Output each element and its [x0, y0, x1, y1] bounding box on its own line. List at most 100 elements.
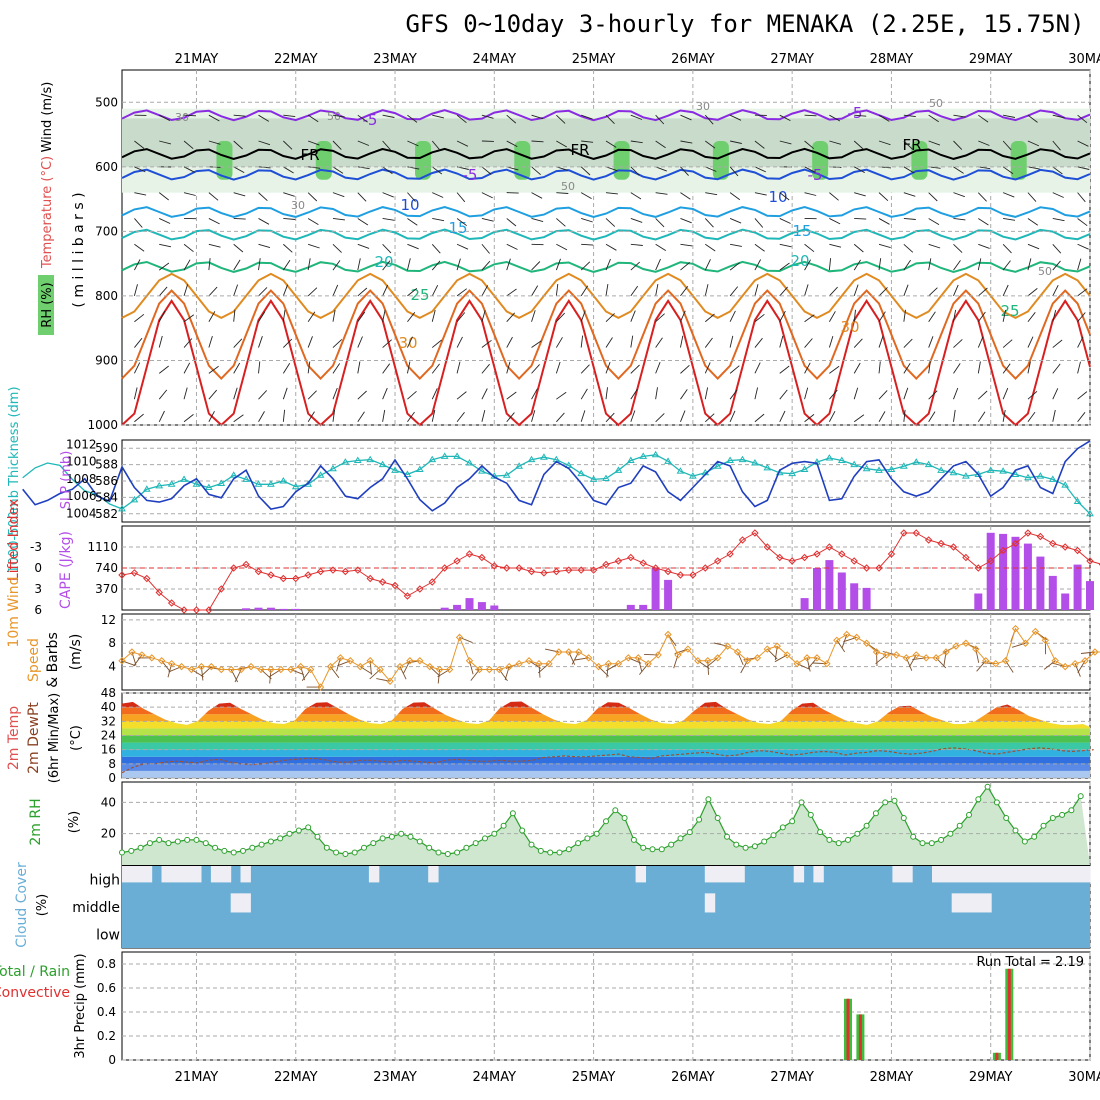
isotherm-label: 20: [790, 252, 809, 270]
rh-point: [333, 849, 340, 856]
rh-label: 30: [696, 100, 710, 113]
wind-barb: [953, 114, 966, 118]
y-axis-label-slp: SLP (mb): [59, 451, 74, 510]
wind-barb: [332, 260, 341, 271]
wind-barb: [779, 262, 790, 271]
wind-barb: [1002, 243, 1012, 254]
wind-barb: [531, 310, 536, 322]
wind-barb: [853, 309, 856, 322]
thickness-point: [577, 469, 586, 477]
wind-barb: [630, 166, 640, 176]
lifted-index-point: [254, 567, 263, 576]
wind-barb: [829, 218, 841, 225]
wind-barb: [208, 243, 221, 248]
wind-barb: [258, 218, 270, 225]
wind-barb: [605, 243, 617, 251]
lifted-index-point: [304, 571, 312, 579]
wind-barb: [531, 114, 544, 120]
wind-barb: [233, 166, 245, 173]
wind-barb: [804, 338, 813, 348]
wind-barb: [506, 336, 513, 348]
wind-barb: [531, 166, 541, 176]
wind-speed-point: [991, 659, 1000, 668]
chart-layer: 21MAY 21MAY 22MAY 22MAY 23MAY 23MAY 24MAY 24MAY…: [0, 52, 1100, 1085]
wind-speed-point: [128, 648, 136, 656]
rh-point: [556, 849, 563, 856]
cloud-gap-high: [210, 866, 222, 883]
thickness-point: [267, 480, 275, 487]
lifted-index-point: [912, 529, 920, 537]
lifted-index-point: [341, 567, 350, 576]
wind-barb: [928, 311, 936, 322]
wind-barb: [258, 140, 271, 146]
wind-barb: [1002, 339, 1013, 348]
lifted-index-point: [1073, 546, 1082, 555]
rh-point: [872, 810, 879, 817]
wind-barb: [754, 387, 759, 400]
y-axis-label-cape: CAPE (J/kg): [58, 531, 74, 609]
lifted-index-point: [180, 606, 188, 614]
wind-barb: [1077, 336, 1084, 348]
wind-barb: [704, 313, 715, 323]
wind-barb: [183, 140, 194, 150]
wind-barb: [928, 192, 938, 202]
wind-barb: [357, 166, 370, 170]
wind-barb: [1002, 140, 1012, 151]
isotherm-line: [121, 109, 1091, 122]
wind-barb: [456, 361, 461, 374]
wind-barb: [1052, 192, 1064, 198]
wind-barb: [655, 387, 658, 400]
rh-point: [547, 849, 554, 856]
wind-barb: [1077, 218, 1088, 227]
wind-speed-point: [594, 662, 603, 671]
wind-speed-point: [237, 665, 245, 674]
wind-barb: [307, 140, 320, 146]
cape-bar: [490, 605, 499, 610]
wind-barb: [481, 114, 494, 119]
wind-barb: [953, 260, 961, 271]
thickness-tick-label: 582: [95, 507, 118, 521]
wind-barb: [307, 311, 316, 322]
thickness-point: [825, 454, 834, 461]
wind-barb: [729, 389, 738, 400]
wind-speed-point: [624, 654, 633, 662]
rh-area: [122, 786, 1090, 865]
thickness-point: [602, 474, 610, 482]
wind-barb: [332, 243, 342, 253]
wind-speed-point: [902, 654, 911, 662]
wind-barb: [580, 166, 591, 176]
wind-barb: [903, 409, 906, 422]
cloud-fill: [122, 866, 1090, 948]
rh-point: [184, 836, 191, 843]
wind-barb: [953, 192, 965, 198]
rh-point: [156, 836, 163, 843]
thickness-point: [453, 452, 461, 459]
rh-point: [854, 830, 861, 837]
precip-tick-label: 0.4: [97, 1005, 116, 1019]
isotherm-line: [121, 260, 1091, 273]
wind-barb: [1077, 412, 1086, 423]
rh-point: [696, 816, 703, 823]
wind-barb: [184, 114, 197, 117]
wind-barb: [605, 361, 611, 374]
y-axis-label-rh: RH (%): [40, 282, 55, 327]
wind-barb: [903, 387, 909, 400]
lifted-index-point: [577, 566, 585, 574]
wind-speed-point: [942, 648, 950, 656]
thickness-point: [626, 456, 635, 463]
wind-barb: [630, 335, 634, 348]
thickness-point: [962, 472, 970, 479]
wind-barb: [953, 218, 966, 221]
cloud-gap-high: [1070, 866, 1081, 883]
wind-barb: [928, 390, 938, 400]
rh-point: [575, 840, 582, 847]
wind-barb: [506, 258, 511, 271]
wind-barb: [928, 243, 941, 249]
thickness-point: [180, 475, 188, 482]
temp-tick-label: 32: [101, 714, 116, 728]
pressure-tick-label: 800: [95, 289, 118, 303]
lifted-index-point: [1036, 532, 1045, 541]
wind-barb: [853, 166, 865, 173]
cloud-gap-high: [1040, 866, 1051, 883]
rh-point: [863, 822, 870, 829]
